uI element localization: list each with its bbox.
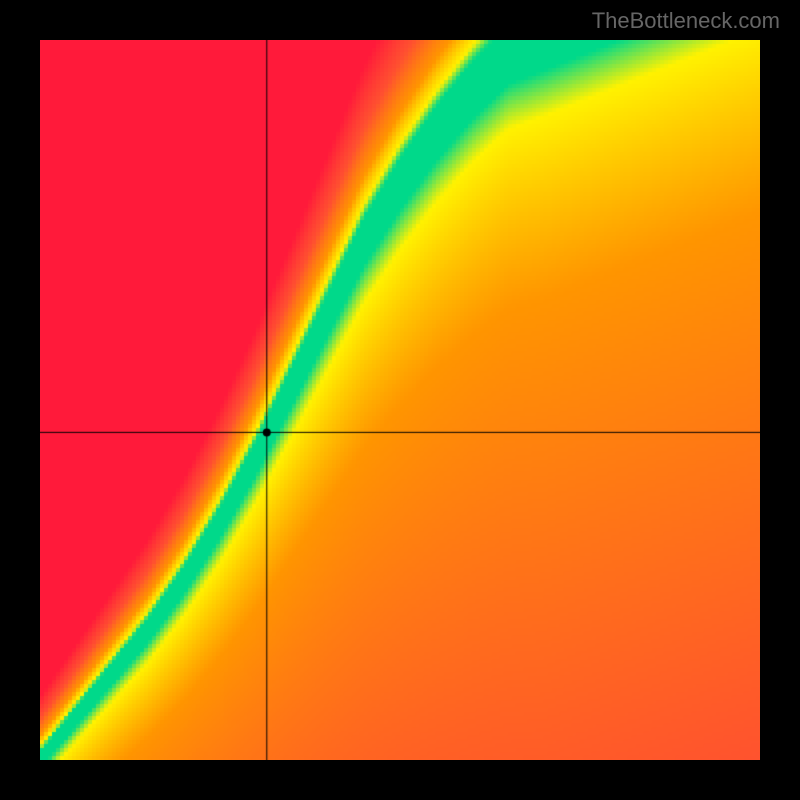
watermark-text: TheBottleneck.com [592, 8, 780, 34]
heatmap-canvas [40, 40, 760, 760]
chart-container: TheBottleneck.com [0, 0, 800, 800]
heatmap-plot [40, 40, 760, 760]
